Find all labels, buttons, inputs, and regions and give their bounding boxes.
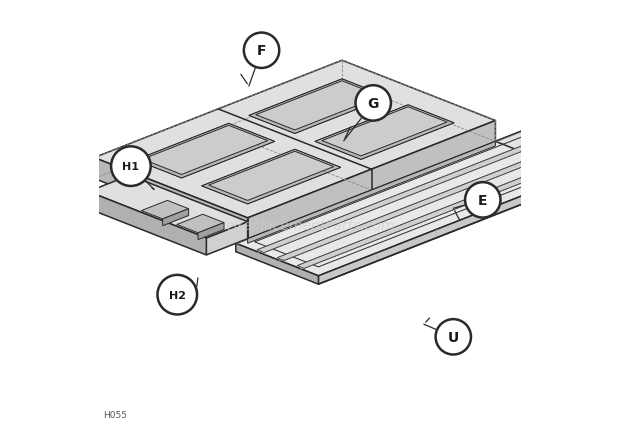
Polygon shape — [88, 176, 247, 238]
Polygon shape — [315, 106, 454, 160]
Polygon shape — [202, 150, 341, 204]
Text: H1: H1 — [122, 162, 140, 172]
Text: G: G — [368, 97, 379, 111]
Circle shape — [157, 275, 197, 315]
Polygon shape — [141, 201, 188, 219]
Text: U: U — [448, 330, 459, 344]
Circle shape — [355, 86, 391, 121]
Polygon shape — [322, 107, 447, 156]
Polygon shape — [247, 142, 495, 244]
Polygon shape — [88, 192, 206, 255]
Polygon shape — [257, 70, 620, 253]
Polygon shape — [236, 68, 620, 276]
Circle shape — [111, 147, 151, 187]
Polygon shape — [247, 121, 495, 239]
Polygon shape — [249, 80, 388, 134]
Polygon shape — [162, 209, 188, 226]
Polygon shape — [198, 223, 224, 240]
Polygon shape — [578, 96, 620, 183]
Polygon shape — [236, 244, 319, 285]
Text: H055: H055 — [104, 410, 128, 419]
Circle shape — [436, 320, 471, 355]
Polygon shape — [277, 78, 620, 261]
Text: H2: H2 — [169, 290, 186, 300]
Polygon shape — [319, 101, 620, 285]
Polygon shape — [206, 222, 247, 255]
Circle shape — [465, 183, 500, 218]
Polygon shape — [143, 126, 268, 175]
Polygon shape — [177, 215, 224, 233]
Polygon shape — [136, 124, 275, 178]
Polygon shape — [256, 82, 381, 131]
Polygon shape — [495, 63, 620, 174]
Text: F: F — [257, 44, 266, 58]
Circle shape — [244, 34, 279, 69]
Polygon shape — [94, 61, 495, 219]
Text: E: E — [478, 193, 487, 207]
Text: eReplacementParts.com: eReplacementParts.com — [225, 219, 395, 233]
Polygon shape — [94, 158, 247, 239]
Polygon shape — [209, 152, 334, 201]
Polygon shape — [297, 86, 620, 269]
